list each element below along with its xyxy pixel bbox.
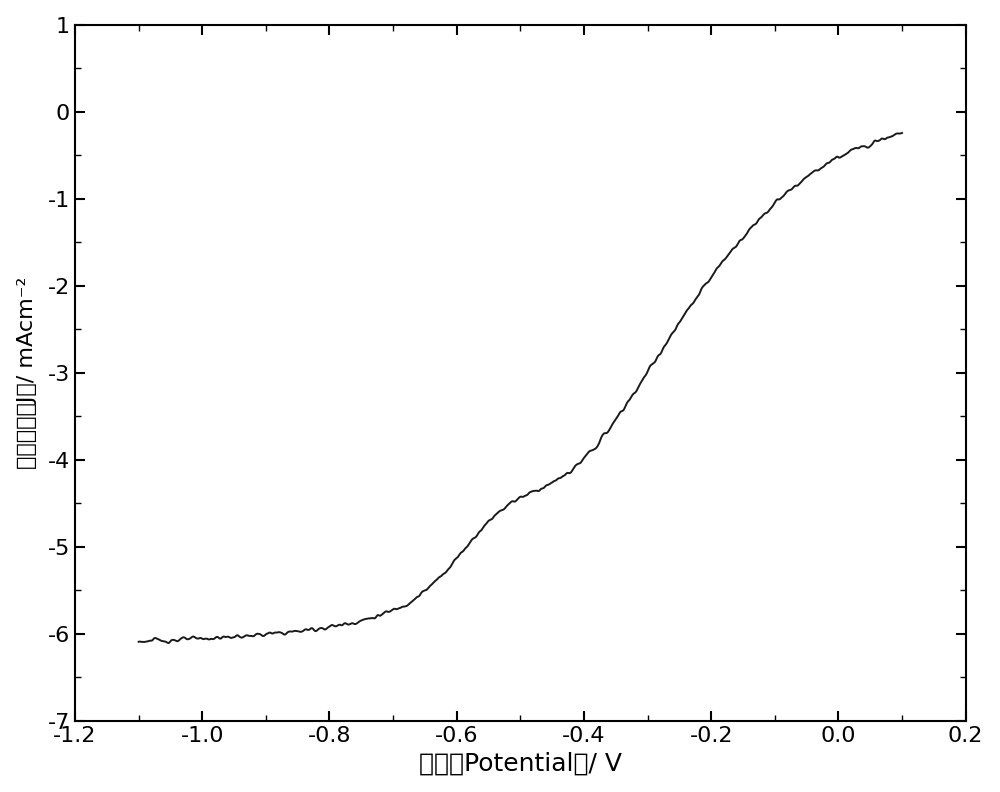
Y-axis label: 电流密度（J）/ mAcm⁻²: 电流密度（J）/ mAcm⁻² — [17, 276, 37, 469]
X-axis label: 电压（Potential）/ V: 电压（Potential）/ V — [419, 752, 622, 775]
